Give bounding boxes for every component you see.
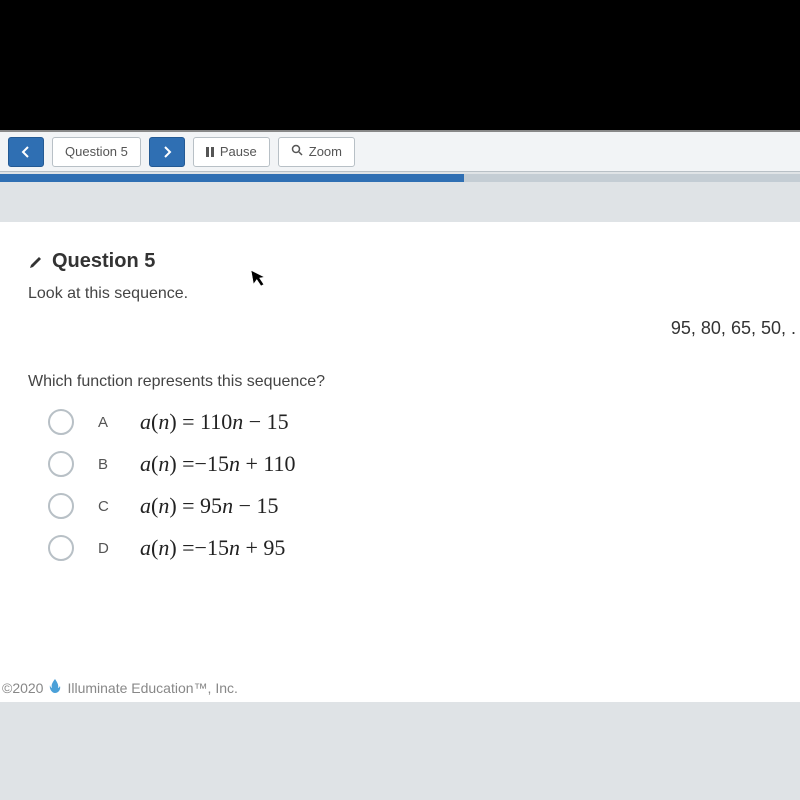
zoom-label: Zoom <box>309 144 342 159</box>
radio-button[interactable] <box>48 493 74 519</box>
nav-next-button[interactable] <box>149 137 185 167</box>
option-letter: C <box>98 498 116 515</box>
option-letter: B <box>98 456 116 473</box>
question-sub-prompt: Which function represents this sequence? <box>28 373 772 391</box>
radio-button[interactable] <box>48 535 74 561</box>
pause-button[interactable]: Pause <box>193 137 270 167</box>
option-formula: a(n) = 95n − 15 <box>140 493 278 519</box>
question-title: Question 5 <box>52 250 155 273</box>
toolbar: Question 5 Pause Zoom <box>0 132 800 172</box>
sequence-text: 95, 80, 65, 50, . <box>671 318 800 339</box>
option-row[interactable]: Ba(n) =−15n + 110 <box>48 451 772 477</box>
brand-text: Illuminate Education™, Inc. <box>67 680 237 696</box>
nav-prev-button[interactable] <box>8 137 44 167</box>
option-row[interactable]: Da(n) =−15n + 95 <box>48 535 772 561</box>
pause-icon <box>206 147 214 157</box>
radio-button[interactable] <box>48 451 74 477</box>
question-indicator-label: Question 5 <box>65 144 128 159</box>
question-card: Question 5 Look at this sequence. 95, 80… <box>0 222 800 702</box>
option-formula: a(n) =−15n + 95 <box>140 535 285 561</box>
option-row[interactable]: Aa(n) = 110n − 15 <box>48 409 772 435</box>
pencil-icon <box>28 254 44 270</box>
zoom-icon <box>291 144 303 159</box>
flame-icon <box>49 679 61 696</box>
question-indicator[interactable]: Question 5 <box>52 137 141 167</box>
screen-area: Question 5 Pause Zoom Ques <box>0 130 800 800</box>
progress-bar <box>0 174 800 182</box>
option-formula: a(n) = 110n − 15 <box>140 409 289 435</box>
question-header: Question 5 <box>28 250 772 273</box>
progress-fill <box>0 174 464 182</box>
options-list: Aa(n) = 110n − 15 Ba(n) =−15n + 110 Ca(n) … <box>28 409 772 561</box>
option-formula: a(n) =−15n + 110 <box>140 451 296 477</box>
question-prompt: Look at this sequence. <box>28 285 772 303</box>
option-letter: A <box>98 414 116 431</box>
option-letter: D <box>98 540 116 557</box>
pause-label: Pause <box>220 144 257 159</box>
radio-button[interactable] <box>48 409 74 435</box>
content-wrap: Question 5 Look at this sequence. 95, 80… <box>0 182 800 702</box>
zoom-button[interactable]: Zoom <box>278 137 355 167</box>
copyright-text: ©2020 <box>2 680 43 696</box>
option-row[interactable]: Ca(n) = 95n − 15 <box>48 493 772 519</box>
footer: ©2020 Illuminate Education™, Inc. <box>0 673 240 702</box>
